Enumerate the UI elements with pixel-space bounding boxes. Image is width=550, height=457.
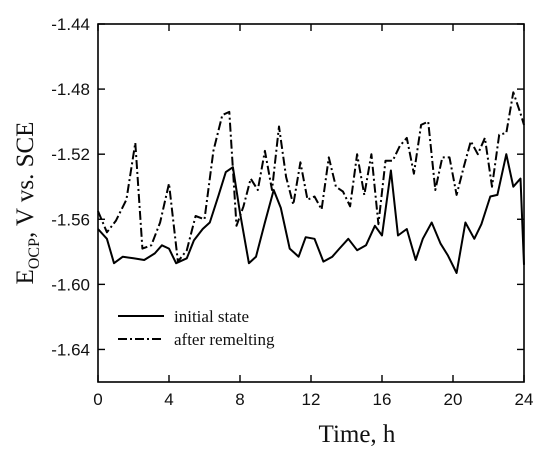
x-tick-label: 16 — [373, 390, 392, 409]
y-tick-label: -1.56 — [51, 210, 90, 229]
y-axis-title: EOCP, V vs. SCE — [12, 122, 43, 285]
legend-label-initial-state: initial state — [174, 307, 249, 326]
series-line-initial-state — [97, 153, 525, 274]
x-tick-label: 8 — [235, 390, 244, 409]
x-tick-label: 24 — [515, 390, 534, 409]
legend-label-after-remelting: after remelting — [174, 330, 275, 349]
series-line-after-remelting — [97, 91, 525, 263]
x-tick-label: 12 — [302, 390, 321, 409]
series-layer — [97, 91, 525, 274]
x-tick-label: 0 — [93, 390, 102, 409]
axis-ticks: 0 4 8 12 16 20 24 -1.44 -1.48 -1.52 -1.56 -1.60 -1.6… — [51, 15, 533, 409]
y-tick-label: -1.64 — [51, 340, 90, 359]
y-tick-label: -1.44 — [51, 15, 90, 34]
legend: initial state after remelting — [118, 307, 275, 349]
y-axis-title-subscript: OCP — [26, 238, 43, 269]
y-tick-label: -1.52 — [51, 145, 90, 164]
x-tick-label: 20 — [444, 390, 463, 409]
y-tick-label: -1.60 — [51, 275, 90, 294]
x-tick-label: 4 — [164, 390, 173, 409]
y-axis-title-rest: , V vs. SCE — [12, 122, 39, 238]
x-axis-title: Time, h — [319, 421, 396, 448]
y-tick-label: -1.48 — [51, 80, 90, 99]
plot-frame — [97, 23, 525, 383]
y-axis-title-main: E — [12, 269, 39, 284]
